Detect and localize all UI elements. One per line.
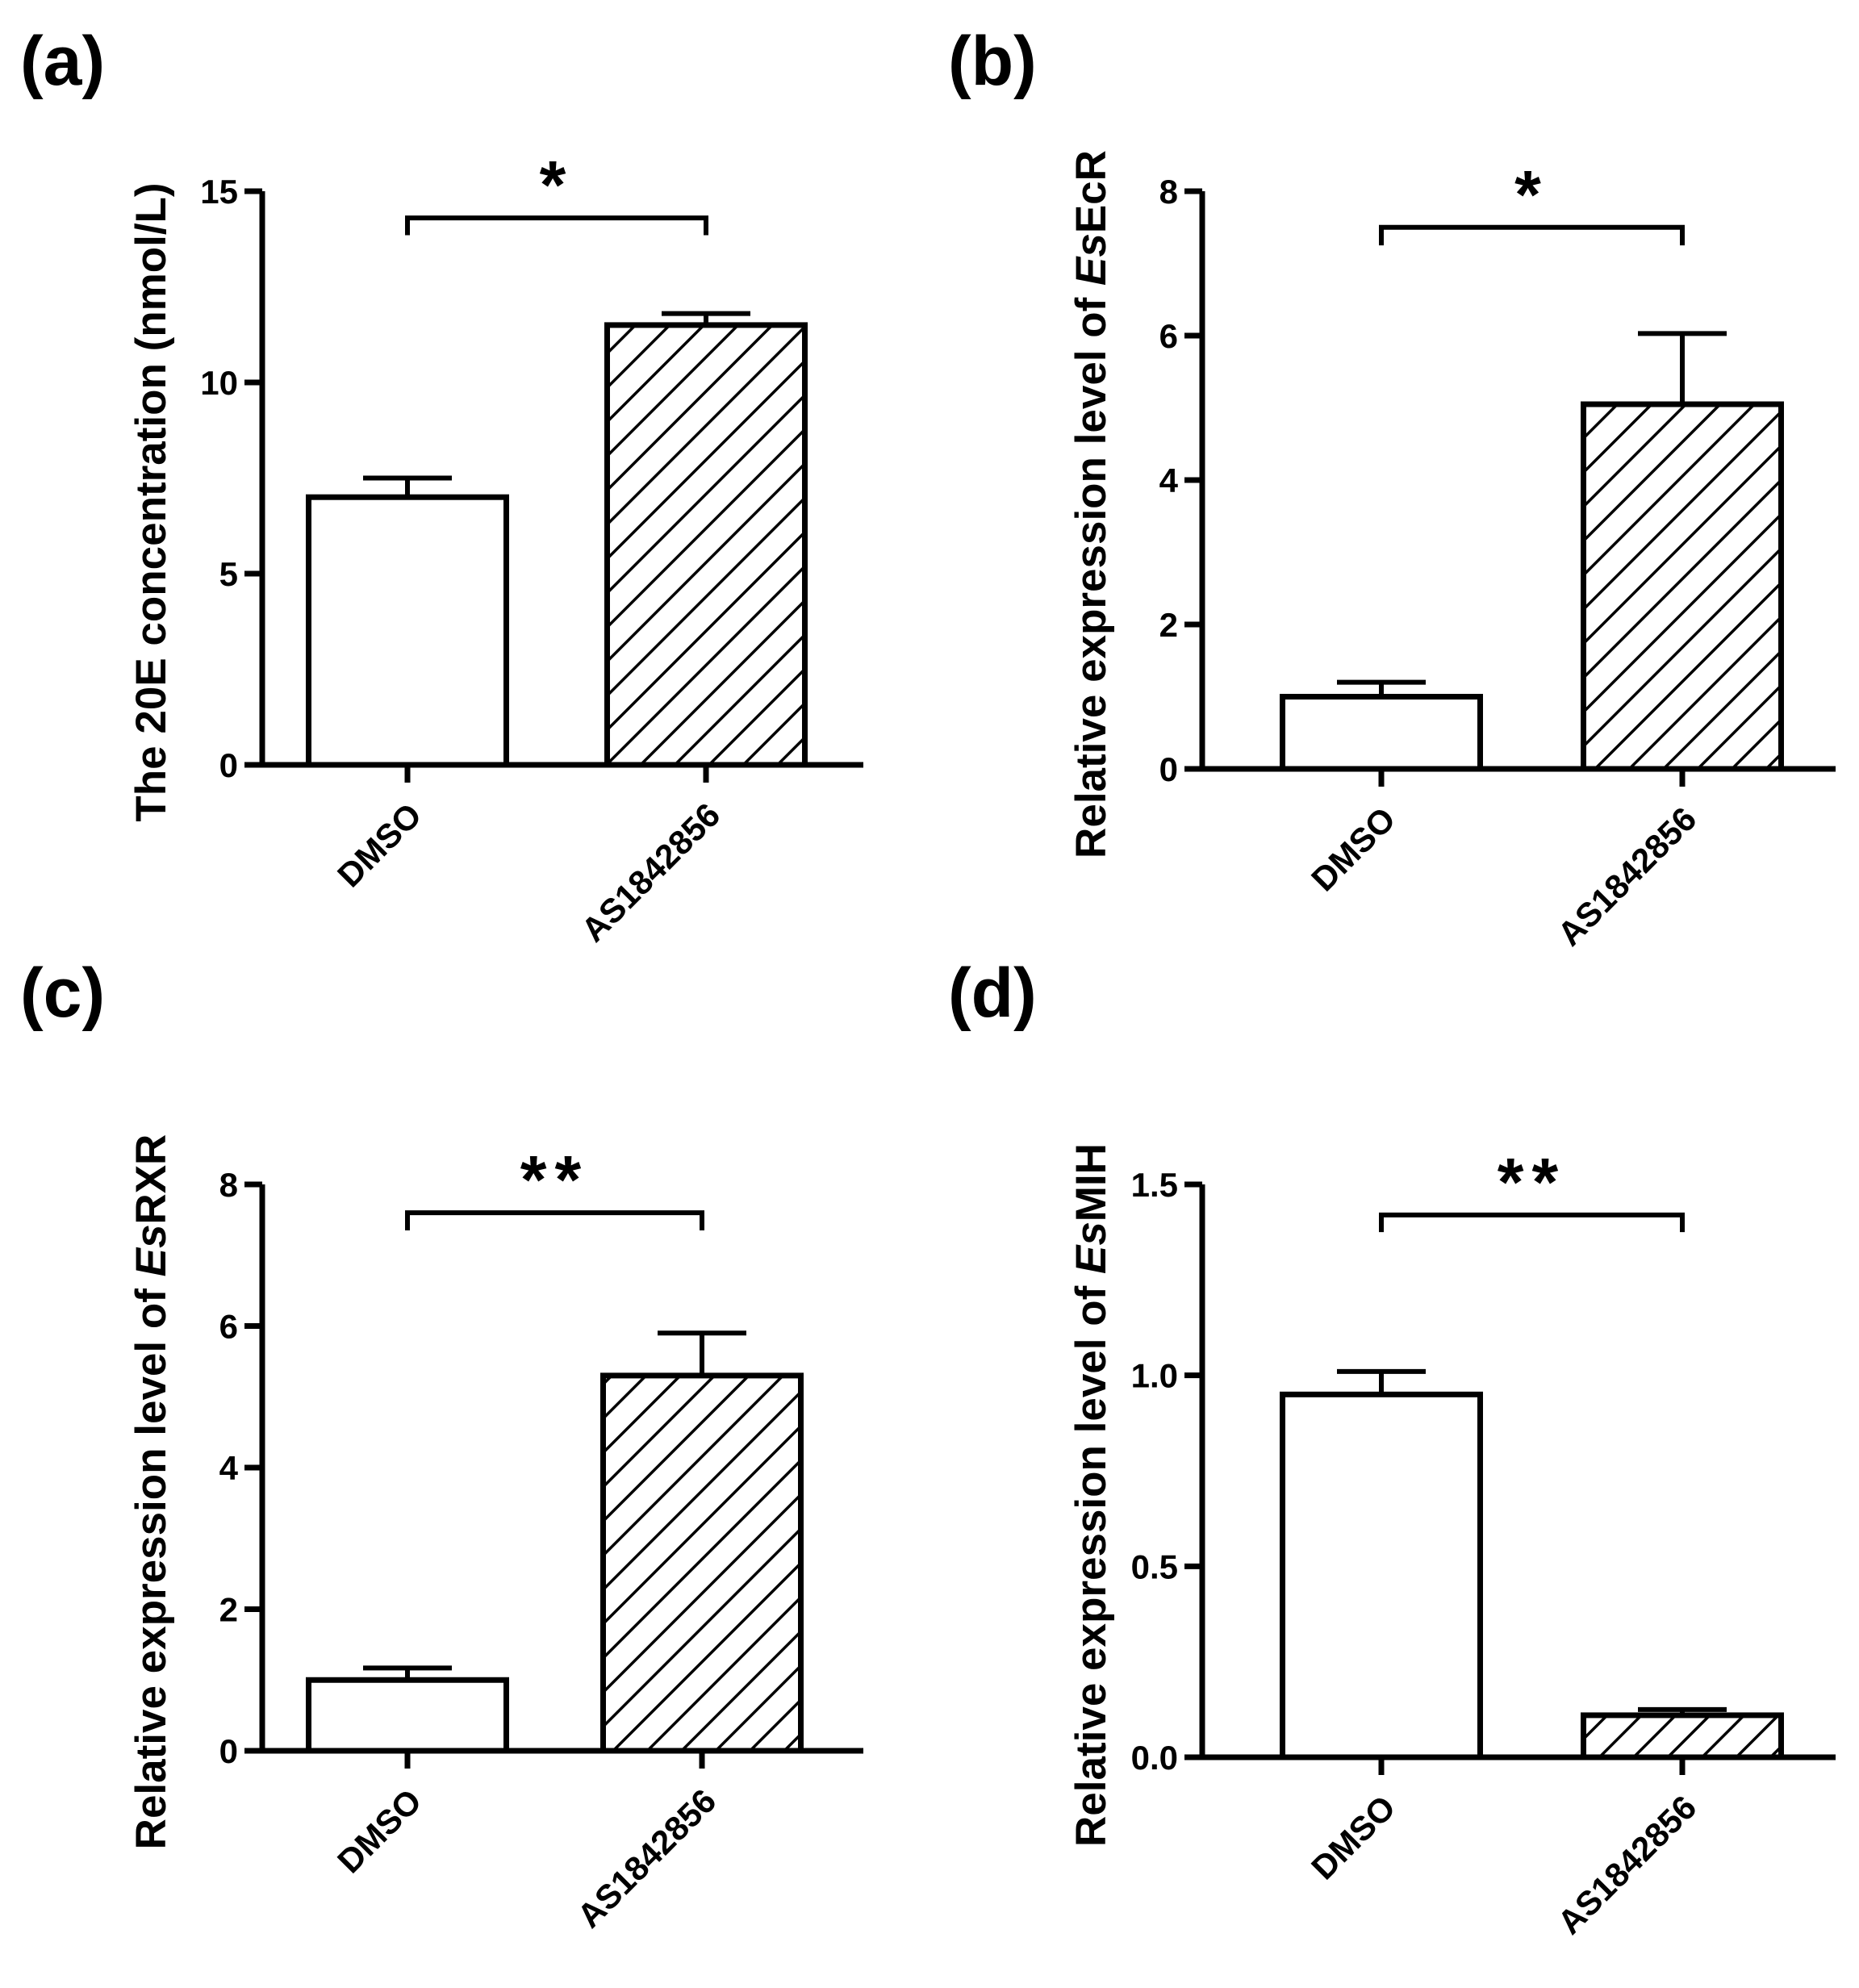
y-tick-label: 1.0 <box>1131 1357 1178 1395</box>
y-axis-label-part: Es <box>1067 1222 1115 1274</box>
y-axis-label-part: Relative expression level of <box>1067 286 1115 858</box>
bar-as1842856 <box>600 1372 804 1754</box>
y-axis-label-part: RXR <box>127 1134 175 1225</box>
bar-dmso <box>306 494 509 768</box>
error-bar <box>363 1665 452 1681</box>
error-bar <box>662 311 750 325</box>
bar-dmso <box>1280 1391 1483 1760</box>
y-tick-label: 4 <box>219 1449 239 1487</box>
panel-label: (b) <box>948 23 1037 100</box>
y-tick-label: 5 <box>219 555 238 593</box>
y-axis-label-part: Es <box>127 1225 175 1277</box>
y-tick-label: 6 <box>219 1308 238 1346</box>
error-bar <box>1337 679 1426 697</box>
error-bar <box>1337 1368 1426 1395</box>
y-tick-label: 0 <box>219 1732 238 1770</box>
y-axis-label: Relative expression level of EsEcR <box>1067 150 1115 858</box>
significance-bracket <box>1379 224 1685 246</box>
y-axis-label-part: Relative expression level of <box>1067 1274 1115 1847</box>
error-bar <box>1638 1706 1727 1715</box>
y-tick-label: 2 <box>219 1591 238 1629</box>
bar-as1842856 <box>604 322 808 768</box>
y-axis-label: Relative expression level of EsRXR <box>127 1134 175 1850</box>
significance-bracket <box>405 215 708 236</box>
error-bar <box>363 475 452 498</box>
significance-label: ** <box>1498 1144 1566 1220</box>
y-tick-label: 0.0 <box>1131 1739 1178 1777</box>
bar-dmso <box>1280 694 1483 772</box>
y-axis-label: Relative expression level of EsMIH <box>1067 1143 1115 1847</box>
y-tick-label: 0 <box>1159 750 1178 788</box>
y-tick-label: 0.5 <box>1131 1547 1178 1585</box>
significance-bracket <box>1379 1212 1685 1233</box>
error-bar <box>1638 331 1727 405</box>
significance-bracket <box>405 1210 704 1231</box>
bar-dmso <box>306 1677 509 1754</box>
y-tick-label: 8 <box>219 1166 238 1204</box>
y-tick-label: 0 <box>219 746 238 784</box>
panel-label: (c) <box>20 954 105 1032</box>
significance-label: * <box>1514 157 1549 232</box>
panel-label: (d) <box>948 954 1037 1032</box>
y-tick-label: 15 <box>200 173 238 211</box>
y-axis-label-part: MIH <box>1067 1143 1115 1222</box>
y-tick-label: 4 <box>1159 461 1179 499</box>
y-tick-label: 2 <box>1159 606 1178 644</box>
chart-panel-d: (d) Relative expression level of EsMIH 0.0… <box>948 954 1836 1941</box>
error-bar <box>658 1330 746 1376</box>
y-tick-label: 8 <box>1159 173 1178 211</box>
bar-as1842856 <box>1581 1712 1784 1760</box>
y-tick-label: 1.5 <box>1131 1166 1178 1204</box>
y-axis-label-part: Es <box>1067 233 1115 286</box>
bar-as1842856 <box>1581 401 1784 772</box>
y-axis-label: The 20E concentration (nmol/L) <box>127 182 175 821</box>
y-axis-label-part: Relative expression level of <box>127 1276 175 1849</box>
significance-label: ** <box>520 1142 589 1217</box>
y-tick-label: 6 <box>1159 317 1178 355</box>
y-axis-label-part: EcR <box>1067 150 1115 233</box>
significance-label: * <box>540 147 574 223</box>
y-tick-label: 10 <box>200 364 238 402</box>
panel-label: (a) <box>20 23 105 100</box>
